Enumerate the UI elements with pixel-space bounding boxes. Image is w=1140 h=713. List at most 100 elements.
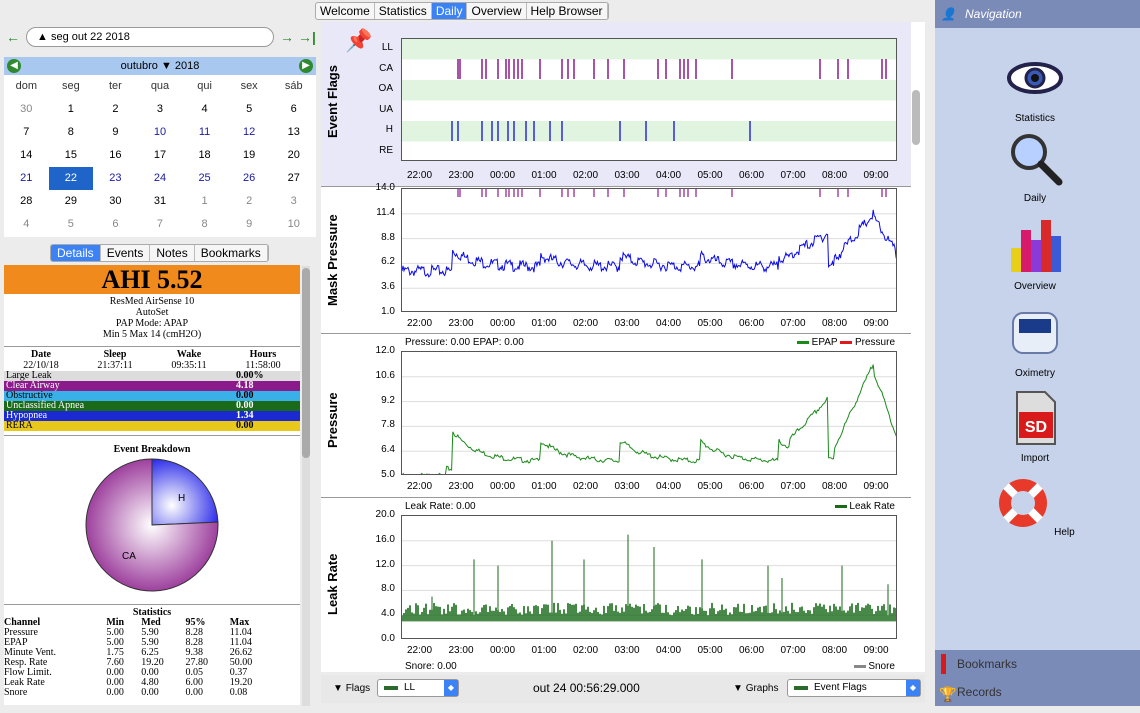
pin-icon[interactable]: 📌 bbox=[345, 28, 373, 53]
weekday-header: sex bbox=[240, 80, 258, 92]
graphs-label[interactable]: ▼ Graphs bbox=[733, 683, 779, 694]
calendar-day[interactable]: 2 bbox=[112, 103, 119, 115]
nav-overview[interactable]: Overview bbox=[995, 218, 1075, 292]
nav-import[interactable]: SD Import bbox=[995, 390, 1075, 464]
event-flags-plot[interactable] bbox=[401, 38, 897, 161]
event-row[interactable]: Hypopnea 1.34 bbox=[4, 411, 300, 421]
calendar-day[interactable]: 23 bbox=[109, 172, 122, 184]
calendar-day[interactable]: 16 bbox=[109, 149, 122, 161]
calendar-day[interactable]: 7 bbox=[156, 218, 164, 230]
x-tick-label: 02:00 bbox=[573, 481, 599, 492]
calendar-day[interactable]: 9 bbox=[246, 218, 253, 230]
event-row[interactable]: RERA 0.00 bbox=[4, 421, 300, 431]
subtab-details[interactable]: Details bbox=[51, 245, 101, 261]
event-row[interactable]: Large Leak 0.00% bbox=[4, 371, 300, 381]
calendar-day[interactable]: 12 bbox=[243, 126, 256, 138]
last-day-arrow-icon[interactable]: →| bbox=[298, 29, 316, 45]
calendar-day[interactable]: 1 bbox=[67, 103, 74, 115]
stats-cell: EPAP bbox=[4, 637, 28, 648]
calendar-day[interactable]: 7 bbox=[23, 126, 30, 138]
bookmarks-section[interactable]: Bookmarks bbox=[935, 650, 1140, 678]
calendar-month[interactable]: outubro bbox=[120, 60, 158, 72]
calendar-day[interactable]: 28 bbox=[20, 195, 33, 207]
calendar-day[interactable]: 3 bbox=[156, 103, 164, 115]
calendar-day[interactable]: 10 bbox=[287, 218, 300, 230]
calendar-day[interactable]: 3 bbox=[290, 195, 297, 207]
calendar-day[interactable]: 20 bbox=[287, 149, 300, 161]
calendar-day[interactable]: 13 bbox=[287, 126, 300, 138]
event-row[interactable]: Unclassified Apnea 0.00 bbox=[4, 401, 300, 411]
calendar-day[interactable]: 5 bbox=[67, 218, 74, 230]
calendar-day[interactable]: 30 bbox=[20, 103, 33, 115]
calendar-day[interactable]: 21 bbox=[20, 172, 33, 184]
tab-welcome[interactable]: Welcome bbox=[316, 3, 375, 19]
x-tick-label: 08:00 bbox=[822, 481, 848, 492]
event-row[interactable]: Clear Airway 4.18 bbox=[4, 381, 300, 391]
next-day-arrow-icon[interactable]: → bbox=[280, 29, 294, 45]
calendar-day[interactable]: 27 bbox=[287, 172, 300, 184]
pressure-plot[interactable] bbox=[401, 351, 897, 475]
calendar-day[interactable]: 25 bbox=[198, 172, 211, 184]
calendar-day[interactable]: 5 bbox=[246, 103, 253, 115]
stats-head-cell: 95% bbox=[185, 617, 206, 628]
date-input[interactable]: ▲ seg out 22 2018 bbox=[26, 27, 274, 47]
mask-pressure-plot[interactable] bbox=[401, 188, 897, 312]
x-tick-label: 05:00 bbox=[697, 318, 723, 329]
graphs-scrollbar[interactable] bbox=[912, 90, 920, 145]
flags-combo[interactable]: LL ◆ bbox=[377, 679, 459, 697]
subtab-notes[interactable]: Notes bbox=[150, 245, 195, 261]
calendar-day[interactable]: 8 bbox=[201, 218, 208, 230]
calendar-day[interactable]: 26 bbox=[243, 172, 256, 184]
subtab-events[interactable]: Events bbox=[101, 245, 151, 261]
nav-daily[interactable]: Daily bbox=[995, 130, 1075, 204]
prev-day-arrow-icon[interactable]: ← bbox=[6, 29, 20, 45]
nav-statistics[interactable]: Statistics bbox=[995, 50, 1075, 124]
calendar-day[interactable]: 6 bbox=[112, 218, 119, 230]
calendar-day[interactable]: 1 bbox=[201, 195, 208, 207]
nav-oximetry[interactable]: Oximetry bbox=[995, 305, 1075, 379]
tab-help-browser[interactable]: Help Browser bbox=[527, 3, 608, 19]
calendar-day[interactable]: 6 bbox=[290, 103, 297, 115]
calendar-day[interactable]: 22 bbox=[48, 167, 94, 190]
graphs-combo[interactable]: Event Flags ◆ bbox=[787, 679, 921, 697]
nav-help[interactable]: Help bbox=[995, 475, 1075, 538]
next-month-icon[interactable]: ▶ bbox=[299, 59, 313, 73]
stats-cell: 11.04 bbox=[229, 637, 252, 648]
calendar-day[interactable]: 4 bbox=[23, 218, 30, 230]
calendar-day[interactable]: 31 bbox=[153, 195, 167, 207]
calendar-day[interactable]: 30 bbox=[109, 195, 122, 207]
stats-cell: 0.00 bbox=[106, 667, 124, 678]
leak-rate-plot[interactable] bbox=[401, 515, 897, 639]
calendar-day[interactable]: 17 bbox=[153, 149, 167, 161]
stats-table: Channel Min Med 95% Max Pressure 5.00 5.90 8.28 1… bbox=[4, 618, 274, 698]
machine-mode: AutoSet bbox=[135, 307, 169, 318]
records-section[interactable]: 🏆 Records bbox=[935, 678, 1140, 706]
calendar-day[interactable]: 29 bbox=[64, 195, 77, 207]
calendar-year[interactable]: 2018 bbox=[174, 60, 200, 72]
stats-cell: 5.00 bbox=[106, 627, 124, 638]
x-tick-label: 06:00 bbox=[739, 645, 765, 656]
calendar-day[interactable]: 14 bbox=[20, 149, 33, 161]
event-row[interactable]: Obstructive 0.00 bbox=[4, 391, 300, 401]
calendar-day[interactable]: 9 bbox=[112, 126, 119, 138]
calendar-day[interactable]: 4 bbox=[201, 103, 208, 115]
details-scrollbar[interactable] bbox=[302, 266, 310, 706]
calendar-day[interactable]: 19 bbox=[243, 149, 256, 161]
prev-month-icon[interactable]: ◀ bbox=[7, 59, 21, 73]
weekday-header: sáb bbox=[284, 80, 303, 92]
calendar-day[interactable]: 15 bbox=[64, 149, 77, 161]
x-tick-label: 08:00 bbox=[822, 645, 848, 656]
calendar-day[interactable]: 10 bbox=[153, 126, 167, 138]
calendar-day[interactable]: 2 bbox=[246, 195, 253, 207]
mask-pressure-title: Mask Pressure bbox=[325, 214, 340, 306]
x-tick-label: 01:00 bbox=[531, 318, 557, 329]
calendar-day[interactable]: 18 bbox=[198, 149, 211, 161]
calendar-day[interactable]: 24 bbox=[153, 172, 167, 184]
subtab-bookmarks[interactable]: Bookmarks bbox=[195, 245, 268, 261]
flags-label[interactable]: ▼ Flags bbox=[333, 683, 371, 694]
calendar-day[interactable]: 8 bbox=[67, 126, 74, 138]
tab-daily[interactable]: Daily bbox=[431, 3, 468, 19]
tab-overview[interactable]: Overview bbox=[467, 3, 527, 19]
calendar-day[interactable]: 11 bbox=[198, 126, 211, 138]
tab-statistics[interactable]: Statistics bbox=[375, 3, 432, 19]
